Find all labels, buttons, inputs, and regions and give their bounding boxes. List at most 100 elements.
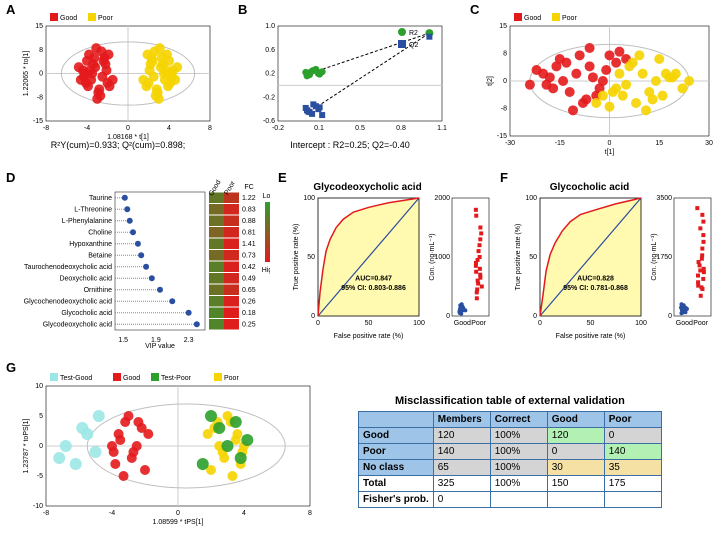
svg-text:Good: Good: [123, 375, 140, 382]
svg-text:0: 0: [176, 510, 180, 517]
tbl-cell: 100%: [490, 444, 547, 460]
svg-text:95% CI: 0.781-0.868: 95% CI: 0.781-0.868: [563, 285, 628, 292]
svg-text:10: 10: [35, 383, 43, 390]
svg-text:0: 0: [533, 313, 537, 320]
svg-text:FC: FC: [244, 184, 253, 191]
svg-text:0.18: 0.18: [242, 310, 256, 317]
svg-text:-4: -4: [109, 510, 115, 517]
panel-d-plot: Taurine1.22L-Threonine0.83L-Phenylalanin…: [10, 178, 270, 348]
svg-text:2.3: 2.3: [184, 337, 194, 344]
tbl-cell: [604, 492, 661, 508]
svg-text:VIP value: VIP value: [145, 343, 175, 348]
svg-text:L-Threonine: L-Threonine: [74, 206, 112, 213]
svg-text:100: 100: [525, 195, 537, 202]
svg-text:1000: 1000: [434, 254, 450, 261]
svg-text:Low: Low: [263, 193, 270, 200]
svg-text:Poor: Poor: [224, 375, 239, 382]
panel-b-plot: R2Q2-0.6-0.20.20.61.0-0.20.10.50.81.1: [250, 8, 450, 143]
tbl-cell: [490, 492, 547, 508]
tbl-cell: 0: [547, 444, 604, 460]
svg-text:False positive rate (%): False positive rate (%): [556, 333, 626, 340]
svg-text:1.0: 1.0: [265, 23, 275, 30]
tbl-cell: Poor: [359, 444, 434, 460]
tbl-cell: 100%: [490, 476, 547, 492]
svg-text:Taurochenodeoxycholic acid: Taurochenodeoxycholic acid: [24, 264, 112, 271]
svg-text:Glycochenodeoxycholic acid: Glycochenodeoxycholic acid: [24, 298, 112, 305]
tbl-cell: No class: [359, 460, 434, 476]
tbl-cell: 140: [433, 444, 490, 460]
svg-text:50: 50: [587, 320, 595, 327]
svg-text:Poor: Poor: [471, 320, 486, 327]
svg-text:0.65: 0.65: [242, 287, 256, 294]
panel-e-scatter: GoodPoor010002000Con. (ng·mL⁻¹): [428, 180, 493, 340]
svg-text:100: 100: [635, 320, 647, 327]
svg-text:0.83: 0.83: [242, 206, 256, 213]
svg-text:0.49: 0.49: [242, 275, 256, 282]
svg-text:50: 50: [529, 254, 537, 261]
svg-text:Hypoxanthine: Hypoxanthine: [69, 241, 112, 248]
tbl-cell: 120: [547, 428, 604, 444]
panel-g-plot: Test-GoodGoodTest-PoorPoor1.08599 * tPS[…: [18, 368, 318, 528]
svg-text:-15: -15: [555, 140, 565, 147]
svg-text:0: 0: [39, 71, 43, 78]
svg-text:-0.6: -0.6: [263, 118, 275, 125]
svg-text:Ornithine: Ornithine: [84, 287, 113, 294]
svg-text:3500: 3500: [656, 195, 672, 202]
svg-text:-4: -4: [84, 125, 90, 132]
svg-text:Betaine: Betaine: [88, 252, 112, 259]
panel-a-caption: R²Y(cum)=0.933; Q²(cum)=0.898;: [18, 140, 218, 150]
panel-e-label: E: [278, 170, 287, 185]
tbl-cell: 100%: [490, 428, 547, 444]
svg-text:5: 5: [39, 413, 43, 420]
svg-text:0.5: 0.5: [355, 125, 365, 132]
svg-text:High: High: [262, 267, 270, 274]
misclass-title: Misclassification table of external vali…: [358, 395, 662, 407]
tbl-cell: 150: [547, 476, 604, 492]
tbl-cell: 100%: [490, 460, 547, 476]
svg-text:-5: -5: [37, 473, 43, 480]
svg-text:Good: Good: [60, 15, 77, 22]
tbl-cell: 175: [604, 476, 661, 492]
svg-text:1.5: 1.5: [118, 337, 128, 344]
svg-text:-30: -30: [505, 140, 515, 147]
misclass-table: MembersCorrectGoodPoorGood120100%1200Poo…: [358, 411, 662, 508]
panel-b-label: B: [238, 2, 247, 17]
panel-g-label: G: [6, 360, 16, 375]
svg-text:0: 0: [316, 320, 320, 327]
tbl-col: Good: [547, 412, 604, 428]
svg-text:Test-Poor: Test-Poor: [161, 375, 192, 382]
svg-text:0.6: 0.6: [265, 47, 275, 54]
svg-text:0.8: 0.8: [396, 125, 406, 132]
tbl-cell: 0: [433, 492, 490, 508]
svg-text:1.23787 * toPS[1]: 1.23787 * toPS[1]: [23, 419, 30, 474]
svg-text:1.1: 1.1: [437, 125, 447, 132]
svg-text:15: 15: [499, 23, 507, 30]
svg-text:95% CI: 0.803-0.886: 95% CI: 0.803-0.886: [341, 285, 406, 292]
tbl-col: Members: [433, 412, 490, 428]
svg-text:1750: 1750: [656, 254, 672, 261]
panel-e-roc: Glycodeoxycholic acidAUC=0.84795% CI: 0.…: [290, 180, 425, 340]
svg-text:0: 0: [39, 443, 43, 450]
svg-text:50: 50: [307, 254, 315, 261]
svg-text:Poor: Poor: [562, 15, 577, 22]
svg-text:-8: -8: [43, 510, 49, 517]
svg-text:Glycocholic acid: Glycocholic acid: [550, 182, 629, 193]
svg-text:50: 50: [365, 320, 373, 327]
svg-text:0.26: 0.26: [242, 298, 256, 305]
svg-text:15: 15: [655, 140, 663, 147]
svg-text:-8: -8: [43, 125, 49, 132]
svg-text:0: 0: [503, 78, 507, 85]
svg-text:0: 0: [608, 140, 612, 147]
panel-f-label: F: [500, 170, 508, 185]
misclass-table-wrap: Misclassification table of external vali…: [358, 395, 662, 508]
tbl-col: Poor: [604, 412, 661, 428]
tbl-col: [359, 412, 434, 428]
svg-text:0.73: 0.73: [242, 252, 256, 259]
panel-c-plot: GoodPoort[1]t[2]-30-1501530-15-80815: [482, 8, 717, 158]
svg-text:2000: 2000: [434, 195, 450, 202]
tbl-cell: Fisher's prob.: [359, 492, 434, 508]
svg-text:0: 0: [311, 313, 315, 320]
svg-text:-10: -10: [33, 503, 43, 510]
tbl-cell: 325: [433, 476, 490, 492]
svg-text:Good: Good: [676, 320, 693, 327]
